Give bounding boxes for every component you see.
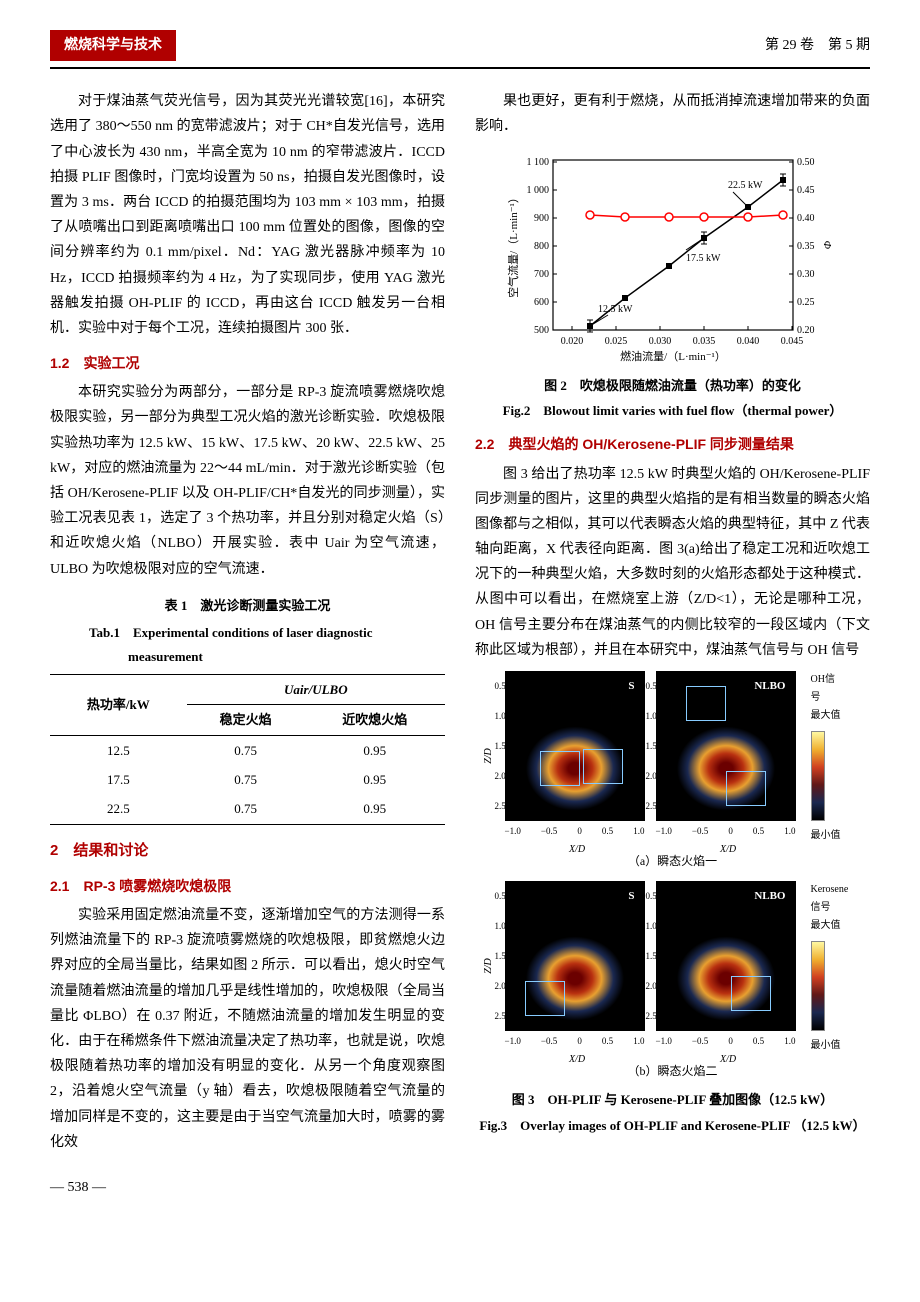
svg-text:0.35: 0.35 [797,241,815,252]
table-1: 热功率/kW Uair/ULBO 稳定火焰 近吹熄火焰 12.5 0.75 0.… [50,674,445,825]
svg-text:600: 600 [534,297,549,308]
svg-text:0.025: 0.025 [604,336,627,347]
fig3-caption-en: Fig.3 Overlay images of OH-PLIF and Kero… [475,1114,870,1137]
svg-text:0.45: 0.45 [797,185,815,196]
svg-text:0.035: 0.035 [692,336,715,347]
svg-text:900: 900 [534,213,549,224]
svg-text:0.020: 0.020 [560,336,583,347]
svg-text:500: 500 [534,325,549,336]
svg-text:12.5 kW: 12.5 kW [598,304,633,315]
body-paragraph: 图 3 给出了热功率 12.5 kW 时典型火焰的 OH/Kerosene-PL… [475,462,870,664]
body-paragraph: 对于煤油蒸气荧光信号，因为其荧光光谱较宽[16]，本研究选用了 380～550 … [50,89,445,341]
flame-image: NLBO [656,671,796,821]
svg-text:800: 800 [534,241,549,252]
y-axis-left-label: 空气流量/（L·min⁻¹） [506,192,520,298]
figure-3a-panels: Z/D 0.51.01.52.02.5 S −1.0−0.500.51.0 X/… [475,671,870,845]
body-paragraph: 实验采用固定燃油流量不变，逐渐增加空气的方法测得一系列燃油流量下的 RP-3 旋… [50,903,445,1155]
two-column-content: 对于煤油蒸气荧光信号，因为其荧光光谱较宽[16]，本研究选用了 380～550 … [50,89,870,1200]
roi-box [731,976,771,1011]
flame-panel-s: Z/D 0.51.01.52.02.5 S −1.0−0.500.51.0 X/… [505,881,650,1051]
roi-box [726,771,766,806]
subsection-title: 2.1 RP-3 喷雾燃烧吹熄极限 [50,874,445,899]
svg-text:0.50: 0.50 [797,157,815,168]
flame-panel-nlbo: Z/D 0.51.01.52.02.5 NLBO −1.0−0.500.51.0… [656,671,801,841]
svg-text:0.045: 0.045 [780,336,803,347]
flame-image: S [505,881,645,1031]
table-header: 稳定火焰 [187,705,305,735]
table-row: 17.5 0.75 0.95 [50,765,445,794]
fig3-caption-cn: 图 3 OH-PLIF 与 Kerosene-PLIF 叠加图像（12.5 kW… [475,1088,870,1111]
flame-image: S [505,671,645,821]
figure-3b-panels: Z/D 0.51.01.52.02.5 S −1.0−0.500.51.0 X/… [475,881,870,1055]
fig2-caption-en: Fig.2 Blowout limit varies with fuel flo… [475,399,870,422]
issue-info: 第 29 卷 第 5 期 [765,33,870,58]
svg-text:22.5 kW: 22.5 kW [728,180,763,191]
flame-image: NLBO [656,881,796,1031]
table-row: 22.5 0.75 0.95 [50,794,445,824]
svg-text:1 000: 1 000 [526,185,549,196]
roi-box [525,981,565,1016]
body-paragraph: 本研究实验分为两部分，一部分是 RP-3 旋流喷雾燃烧吹熄极限实验，另一部分为典… [50,380,445,582]
roi-box [540,751,580,786]
fig2-caption-cn: 图 2 吹熄极限随燃油流量（热功率）的变化 [475,374,870,397]
table-caption-en: Tab.1 Experimental conditions of laser d… [89,621,445,668]
svg-text:1 100: 1 100 [526,157,549,168]
colorbar-gradient [811,941,825,1031]
page-number: — 538 — [50,1175,445,1200]
svg-text:17.5 kW: 17.5 kW [686,253,721,264]
svg-text:700: 700 [534,269,549,280]
roi-box [583,749,623,784]
body-paragraph: 果也更好，更有利于燃烧，从而抵消掉流速增加带来的负面影响． [475,89,870,139]
right-column: 果也更好，更有利于燃烧，从而抵消掉流速增加带来的负面影响． 500 600 70… [475,89,870,1200]
table-header: 近吹熄火焰 [305,705,445,735]
svg-text:0.25: 0.25 [797,297,815,308]
svg-text:0.040: 0.040 [736,336,759,347]
colorbar-gradient [811,731,825,821]
section-title: 2 结果和讨论 [50,837,445,864]
page-header: 燃烧科学与技术 第 29 卷 第 5 期 [50,30,870,69]
svg-text:0.20: 0.20 [797,325,815,336]
subsection-title: 1.2 实验工况 [50,351,445,376]
subsection-title: 2.2 典型火焰的 OH/Kerosene-PLIF 同步测量结果 [475,432,870,457]
figure-2-chart: 500 600 700 800 900 1 000 1 100 0.20 0.2… [503,150,843,370]
table-header-group: Uair/ULBO [187,674,445,704]
y-axis-right-label: Φ [822,240,834,249]
x-axis-label: 燃油流量/（L·min⁻¹） [620,349,726,363]
colorbar-oh: OH信号 最大值 最小值 [811,671,841,845]
svg-text:0.030: 0.030 [648,336,671,347]
colorbar-kerosene: Kerosene 信号 最大值 最小值 [811,881,841,1055]
flame-panel-nlbo: Z/D 0.51.01.52.02.5 NLBO −1.0−0.500.51.0… [656,881,801,1051]
roi-box [686,686,726,721]
table-caption-cn: 表 1 激光诊断测量实验工况 [50,594,445,617]
left-column: 对于煤油蒸气荧光信号，因为其荧光光谱较宽[16]，本研究选用了 380～550 … [50,89,445,1200]
journal-badge: 燃烧科学与技术 [50,30,176,61]
table-row: 12.5 0.75 0.95 [50,735,445,765]
svg-text:0.40: 0.40 [797,213,815,224]
table-header: 热功率/kW [50,674,187,735]
svg-text:0.30: 0.30 [797,269,815,280]
flame-panel-s: Z/D 0.51.01.52.02.5 S −1.0−0.500.51.0 X/… [505,671,650,841]
